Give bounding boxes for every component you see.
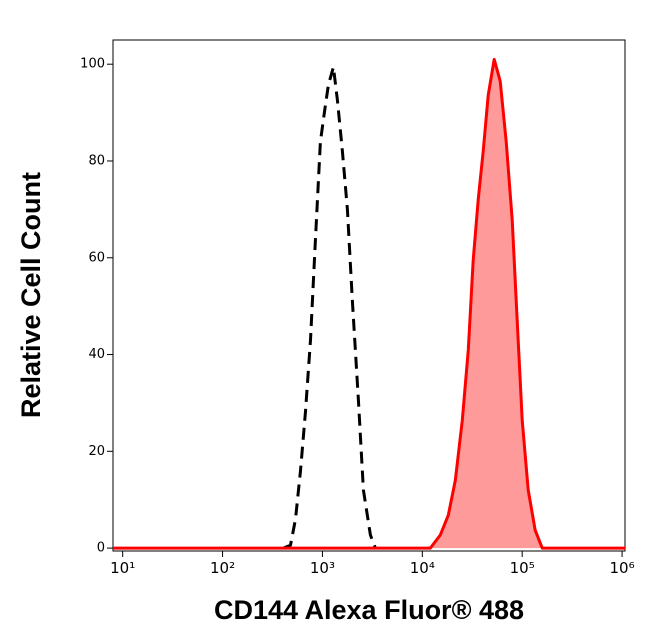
x-tick-label: 10⁴ [410, 559, 435, 577]
x-tick-label: 10¹ [110, 559, 135, 577]
histogram-area [113, 59, 625, 549]
y-tick-label: 60 [88, 250, 105, 265]
y-tick-label: 0 [97, 541, 105, 556]
y-axis-title: Relative Cell Count [16, 172, 46, 418]
x-tick-label: 10² [210, 559, 235, 577]
y-tick-label: 20 [88, 444, 105, 459]
x-tick-label: 10⁶ [610, 559, 635, 577]
x-tick-label: 10³ [310, 559, 335, 577]
plot-frame [112, 39, 626, 552]
y-tick-label: 100 [80, 57, 105, 72]
x-tick-label: 10⁵ [510, 559, 535, 577]
x-axis-title: CD144 Alexa Fluor® 488 [214, 595, 524, 625]
histogram-line [282, 65, 377, 550]
histogram-line [113, 57, 625, 550]
y-tick-label: 80 [88, 153, 105, 168]
y-tick-label: 40 [88, 347, 105, 362]
